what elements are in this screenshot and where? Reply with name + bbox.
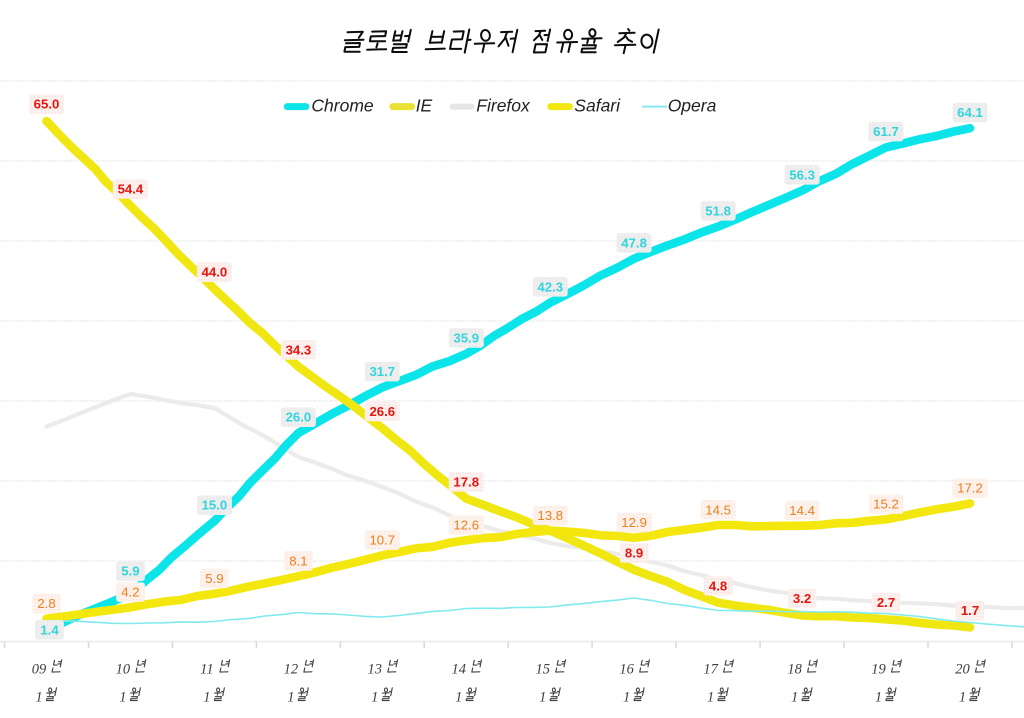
svg-text:34.3: 34.3 [286, 342, 312, 357]
svg-text:1: 1 [35, 690, 42, 706]
svg-text:18: 18 [787, 662, 802, 678]
svg-text:4.2: 4.2 [121, 585, 139, 600]
svg-text:64.1: 64.1 [957, 105, 983, 120]
svg-text:65.0: 65.0 [34, 97, 60, 112]
svg-text:44.0: 44.0 [202, 265, 228, 280]
svg-text:8.9: 8.9 [625, 546, 643, 561]
svg-text:2.7: 2.7 [877, 595, 895, 610]
svg-text:11: 11 [200, 662, 213, 678]
svg-text:1: 1 [959, 690, 966, 706]
svg-text:54.4: 54.4 [118, 182, 144, 197]
svg-text:Chrome: Chrome [311, 96, 374, 116]
svg-text:47.8: 47.8 [621, 235, 647, 250]
svg-text:13.8: 13.8 [537, 508, 563, 523]
svg-text:1: 1 [455, 690, 462, 706]
svg-text:61.7: 61.7 [873, 124, 899, 139]
svg-text:4.8: 4.8 [709, 578, 727, 593]
svg-text:3.2: 3.2 [793, 591, 811, 606]
svg-text:1: 1 [707, 690, 714, 706]
svg-text:12.9: 12.9 [621, 515, 647, 530]
svg-text:31.7: 31.7 [369, 364, 395, 379]
svg-text:17.2: 17.2 [957, 481, 983, 496]
svg-text:12.6: 12.6 [453, 518, 479, 533]
svg-text:5.9: 5.9 [205, 571, 223, 586]
svg-text:16: 16 [619, 662, 634, 678]
svg-text:8.1: 8.1 [289, 554, 307, 569]
svg-text:17: 17 [703, 662, 718, 678]
svg-text:15: 15 [535, 662, 550, 678]
svg-text:5.9: 5.9 [121, 564, 139, 579]
svg-text:13: 13 [368, 662, 383, 678]
svg-text:1: 1 [875, 690, 882, 706]
svg-text:19: 19 [871, 662, 886, 678]
svg-text:10.7: 10.7 [369, 533, 395, 548]
svg-text:1: 1 [119, 690, 126, 706]
svg-text:15.2: 15.2 [873, 497, 899, 512]
svg-text:42.3: 42.3 [537, 279, 563, 294]
svg-text:1: 1 [371, 690, 378, 706]
svg-text:26.0: 26.0 [286, 410, 312, 425]
svg-text:1: 1 [287, 690, 294, 706]
svg-text:14: 14 [452, 662, 467, 678]
svg-text:Opera: Opera [668, 96, 717, 116]
svg-text:12: 12 [284, 662, 299, 678]
svg-text:IE: IE [416, 96, 433, 116]
svg-text:17.8: 17.8 [453, 474, 479, 489]
svg-text:10: 10 [116, 662, 131, 678]
svg-text:56.3: 56.3 [789, 167, 815, 182]
svg-text:1.4: 1.4 [40, 622, 59, 637]
svg-text:15.0: 15.0 [202, 498, 228, 513]
svg-text:1.7: 1.7 [961, 603, 979, 618]
svg-text:Firefox: Firefox [476, 96, 531, 116]
svg-text:14.5: 14.5 [705, 502, 731, 517]
svg-text:14.4: 14.4 [789, 503, 815, 518]
svg-text:09: 09 [32, 662, 47, 678]
svg-text:1: 1 [623, 690, 630, 706]
svg-text:51.8: 51.8 [705, 203, 731, 218]
svg-text:26.6: 26.6 [369, 404, 395, 419]
svg-text:1: 1 [791, 690, 798, 706]
svg-text:1: 1 [539, 690, 546, 706]
svg-text:20: 20 [955, 662, 970, 678]
svg-text:1: 1 [203, 690, 210, 706]
svg-text:2.8: 2.8 [37, 596, 55, 611]
svg-text:Safari: Safari [574, 96, 621, 116]
svg-text:35.9: 35.9 [453, 331, 479, 346]
